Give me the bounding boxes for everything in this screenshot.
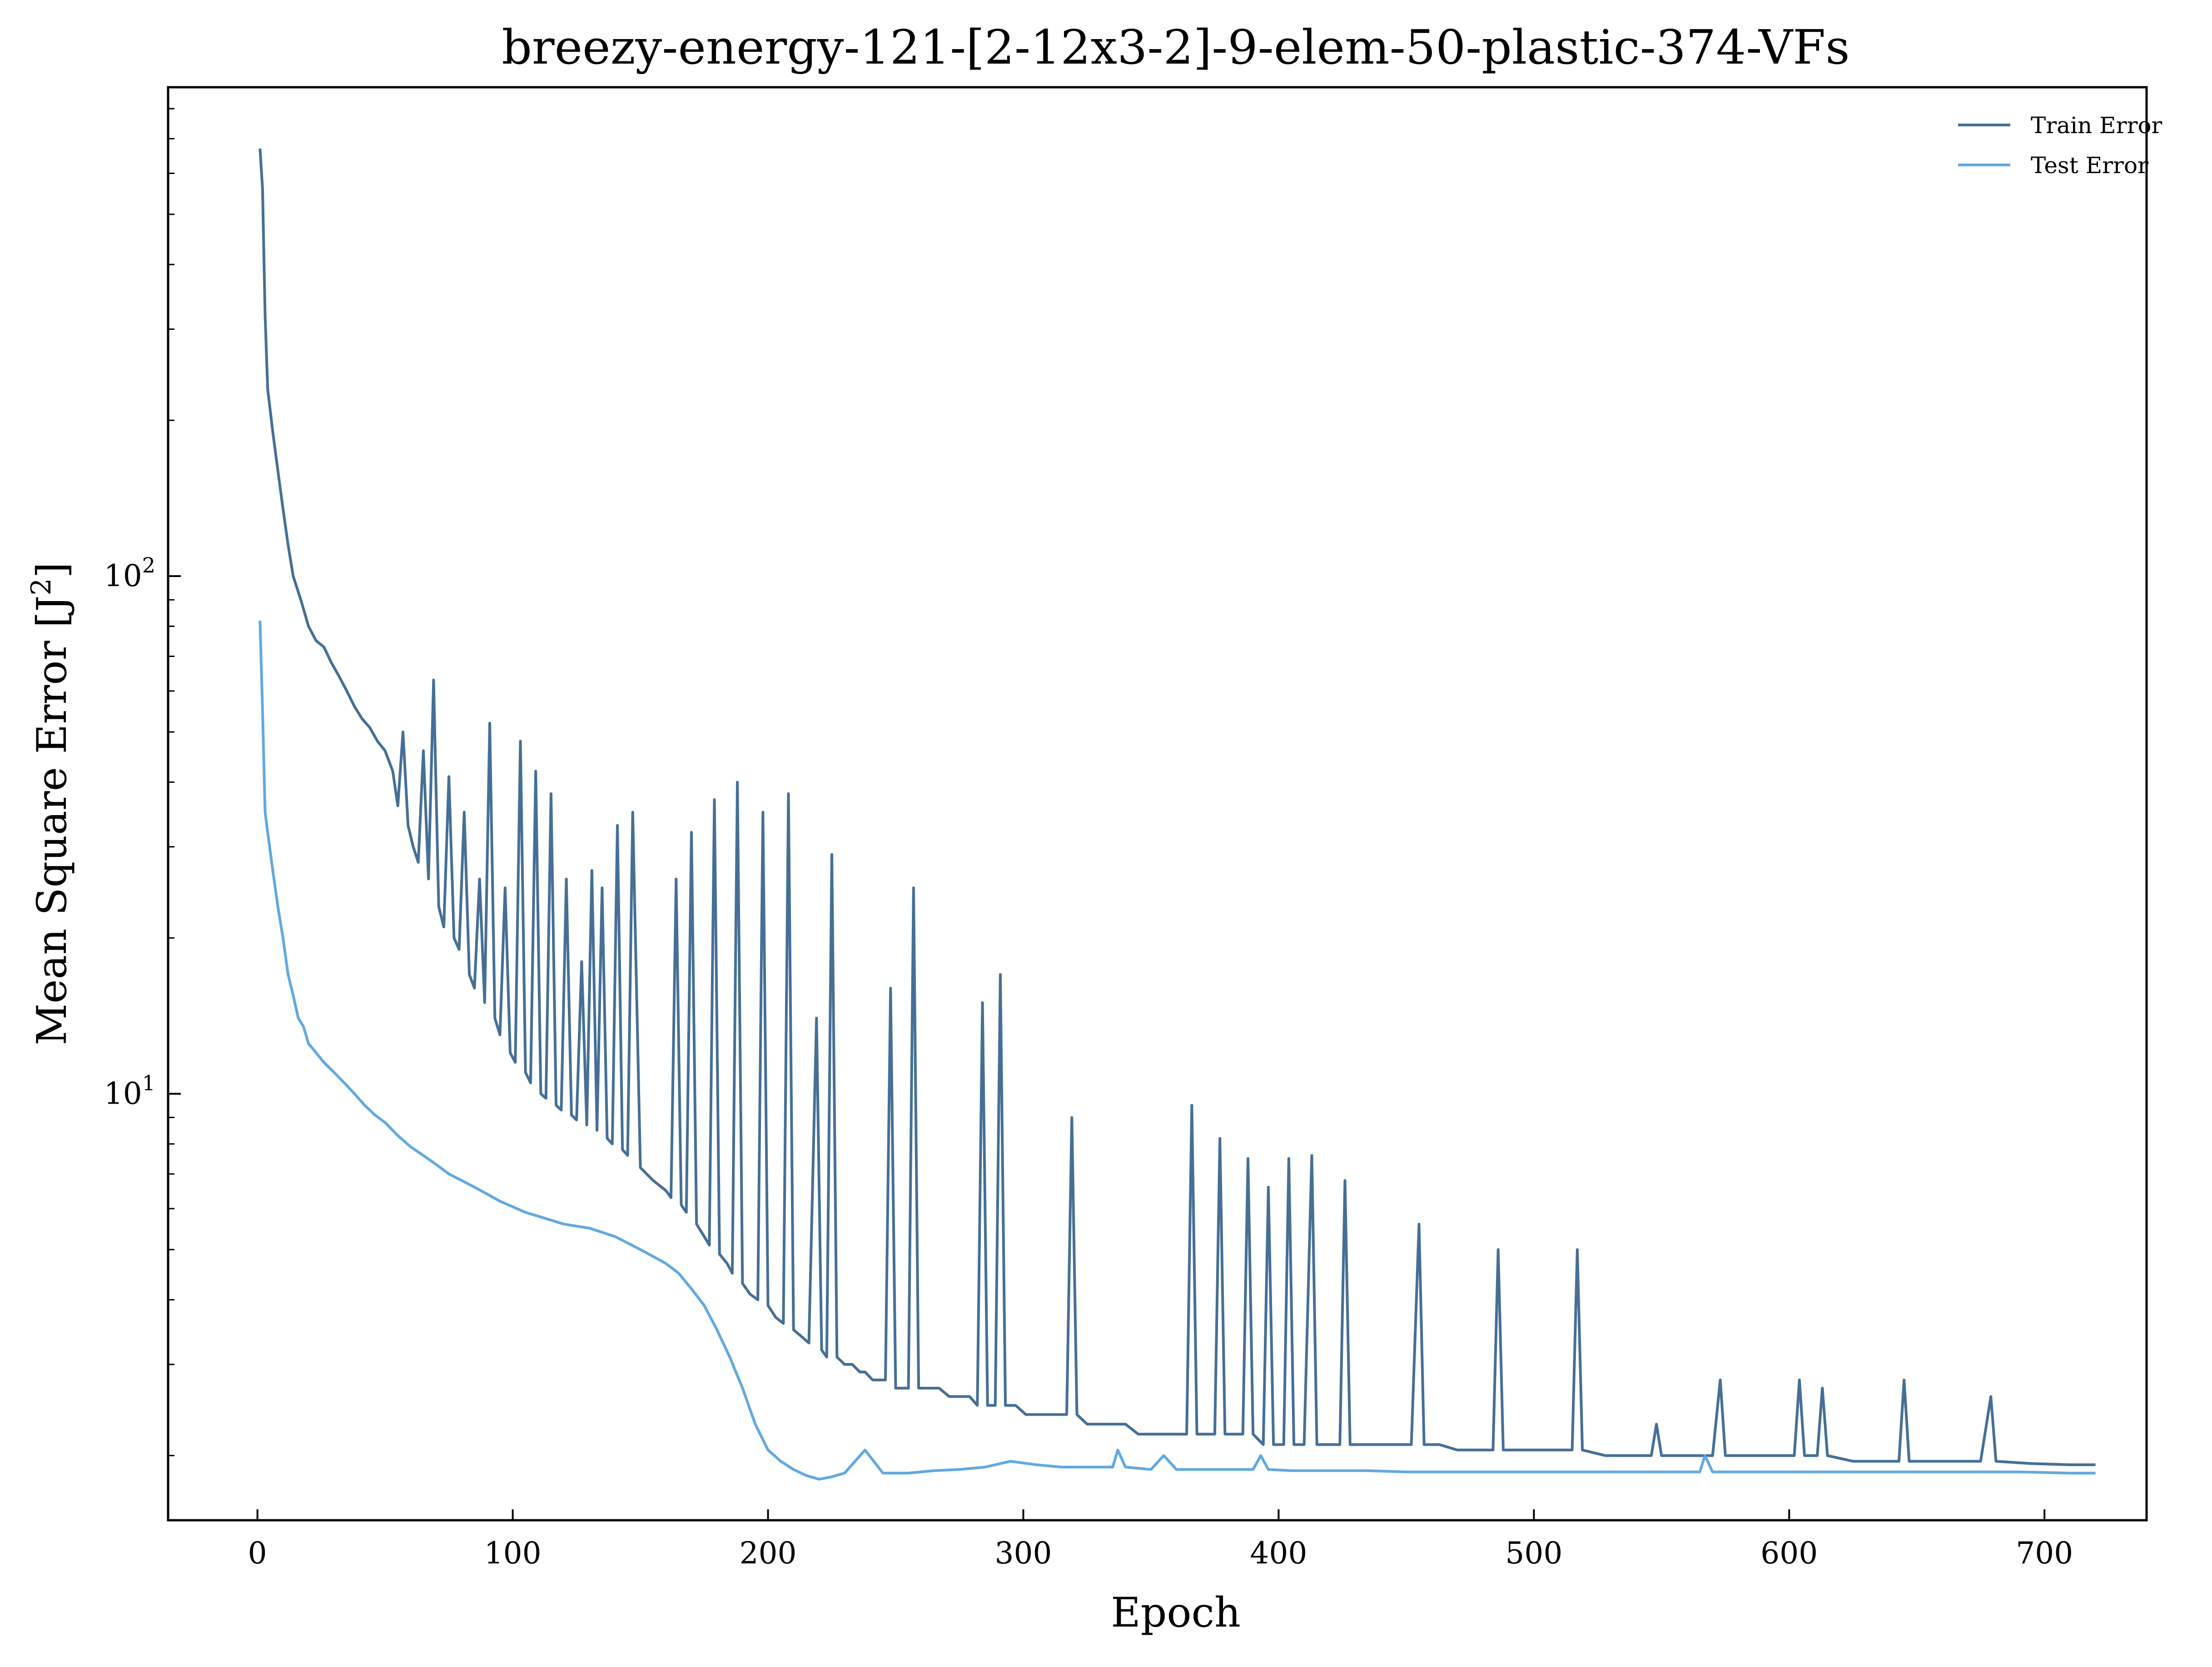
legend-label-train: Train Error [2031,112,2162,139]
x-tick-label: 100 [484,1536,542,1571]
y-tick-label: 101 [104,1070,155,1111]
x-axis-label: Epoch [1111,1589,1241,1637]
y-axis-label-base: Mean Square Error [J [28,596,76,1045]
x-tick-label: 200 [740,1536,797,1571]
series-line-test [258,621,2096,1481]
x-tick-label: 500 [1505,1536,1562,1571]
y-tick-label: 102 [104,553,155,593]
x-tick-label: 700 [2016,1536,2073,1571]
series-line-train [258,148,2096,1466]
chart-title: breezy-energy-121-[2-12x3-2]-9-elem-50-p… [502,20,1849,75]
x-tick-label: 300 [994,1536,1052,1571]
legend: Train Error Test Error [1958,112,2162,179]
y-axis-label-superscript: 2 [25,578,57,595]
x-tick-label: 400 [1250,1536,1307,1571]
ticks-layer: 0 100 200 300 400 500 600 700 101 102 [104,108,2073,1571]
series-layer [258,148,2096,1481]
x-tick-label: 600 [1760,1536,1818,1571]
legend-label-test: Test Error [2031,152,2148,179]
x-tick-label: 0 [248,1536,267,1571]
plot-frame [167,86,2148,1522]
y-axis-label: Mean Square Error [J2] [25,562,76,1045]
y-axis-label-end: ] [28,562,76,578]
